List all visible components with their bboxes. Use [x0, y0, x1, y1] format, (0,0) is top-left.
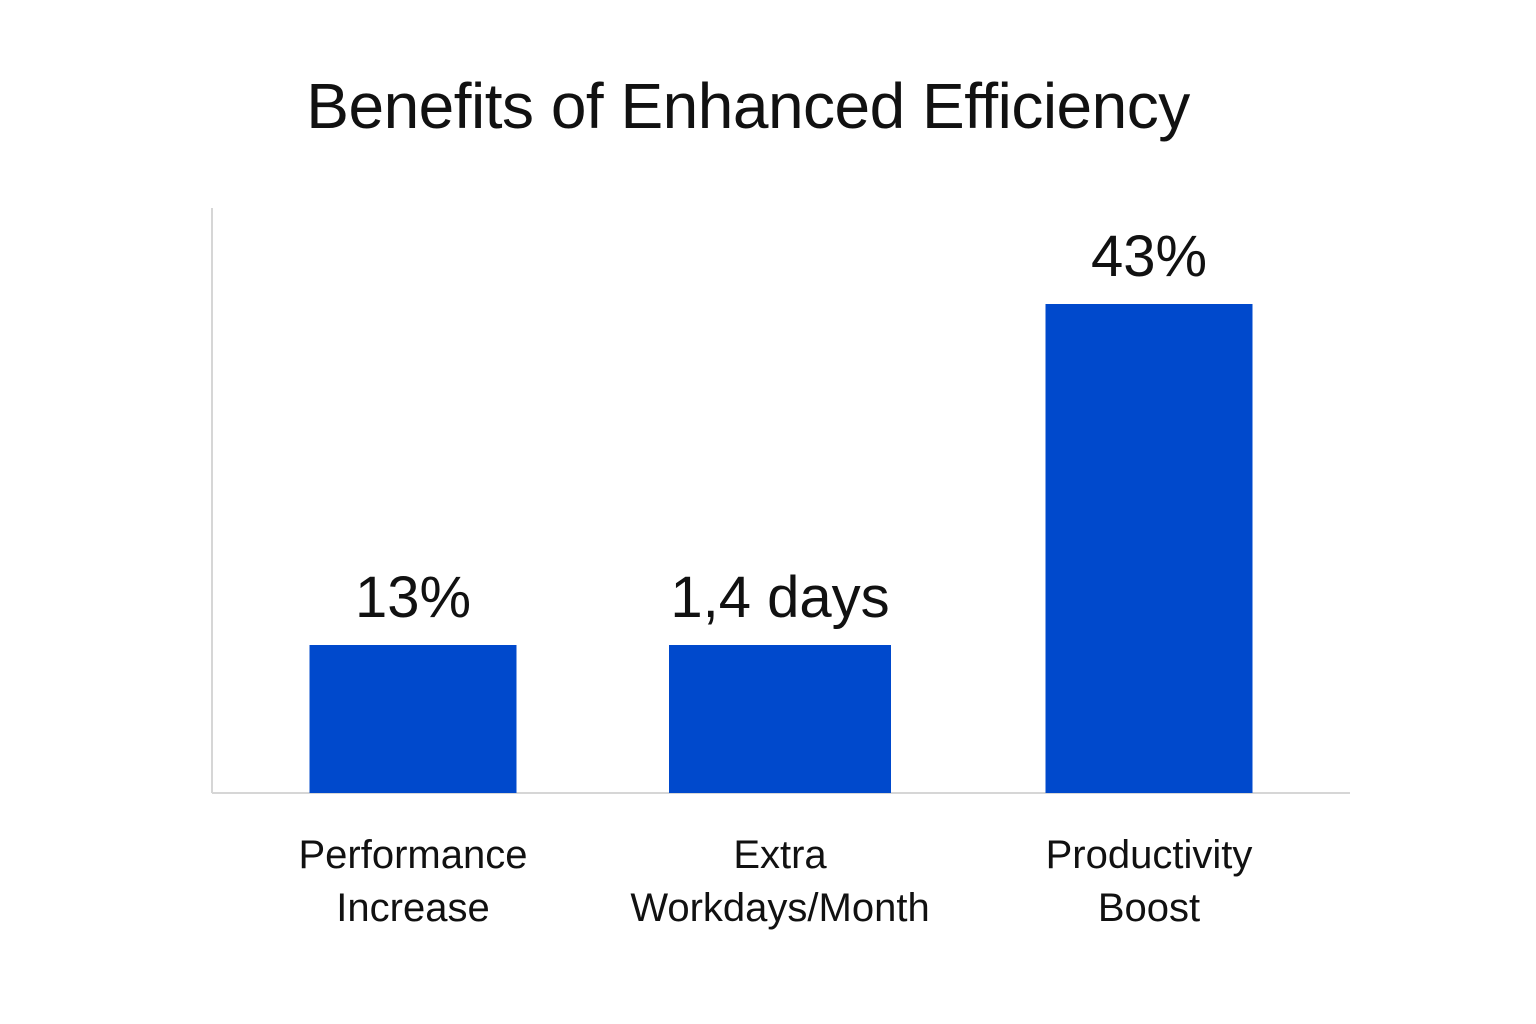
bar — [669, 645, 891, 793]
category-label: Productivity — [1046, 833, 1253, 877]
chart-marks: 13% Performance Increase 1,4 days Extra Workd… — [299, 224, 1253, 930]
category-label: Increase — [336, 886, 489, 930]
category-label: Performance — [299, 833, 528, 877]
bar — [309, 645, 517, 793]
category-label: Workdays/Month — [630, 886, 929, 930]
category-label: Boost — [1098, 886, 1200, 930]
data-label: 1,4 days — [670, 565, 889, 630]
chart-title: Benefits of Enhanced Efficiency — [306, 70, 1190, 142]
data-label: 13% — [355, 565, 471, 630]
category-label: Extra — [733, 833, 827, 877]
data-label: 43% — [1091, 224, 1207, 289]
bar — [1045, 304, 1253, 793]
